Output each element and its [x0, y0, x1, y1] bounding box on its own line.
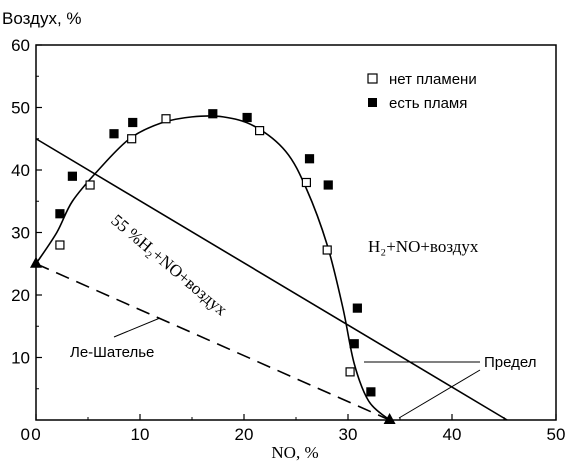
- x-axis-label: NO, %: [271, 443, 318, 462]
- flame-point: [304, 154, 315, 164]
- solid-line: [35, 138, 508, 421]
- triangle-markers: [30, 256, 396, 424]
- no-flame-point: [127, 134, 137, 144]
- ticks: 0 10 20 30 40 50 0 10 20 30 40 50 60: [11, 36, 565, 444]
- legend-filled-square-marker: [368, 98, 377, 107]
- flame-point: [323, 180, 333, 190]
- no-flame-point: [161, 114, 171, 124]
- reference-lines: [35, 138, 508, 421]
- y-tick-label: 10: [11, 349, 30, 368]
- y-axis-label: Воздух, %: [2, 9, 82, 28]
- flame-point: [366, 387, 376, 397]
- y-tick-label-zero: 0: [21, 425, 30, 444]
- flame-point: [349, 339, 359, 349]
- dashed-line: [35, 263, 390, 421]
- y-tick-label: 60: [11, 36, 30, 55]
- no-flame-point: [55, 240, 65, 250]
- x-tick-label: 50: [547, 425, 566, 444]
- no-flame-point: [255, 126, 265, 136]
- flame-point: [352, 303, 362, 313]
- flammability-curve: [35, 115, 391, 421]
- y-tick-label: 20: [11, 286, 30, 305]
- legend-open-square-marker: [367, 73, 378, 84]
- data-points: [55, 109, 376, 397]
- flame-point: [67, 171, 78, 181]
- flame-point: [208, 109, 218, 119]
- legend-label-flame: есть пламя: [389, 95, 467, 112]
- flame-point: [128, 117, 138, 128]
- triangle-marker: [30, 256, 42, 268]
- flame-point: [55, 209, 65, 219]
- triangle-marker: [383, 413, 396, 424]
- x-tick-label: 40: [443, 425, 462, 444]
- no-flame-point: [345, 367, 355, 377]
- y-tick-label: 50: [11, 99, 30, 118]
- limit-label: Предел: [484, 354, 537, 371]
- no-flame-point: [322, 245, 332, 255]
- x-tick-label: 10: [131, 425, 150, 444]
- legend-label-no-flame: нет пламени: [389, 71, 477, 88]
- axes: [35, 44, 557, 421]
- x-tick-label: 0: [31, 425, 40, 444]
- curve-group: [35, 115, 391, 421]
- no-flame-point: [301, 177, 311, 188]
- y-tick-label: 40: [11, 161, 30, 180]
- x-tick-label: 30: [339, 425, 358, 444]
- no-flame-point: [85, 180, 95, 190]
- region-label-h2-no-air: H₂+NO+воздух: [368, 237, 479, 256]
- plot-frame: [35, 44, 557, 421]
- x-tick-label: 20: [235, 425, 254, 444]
- annotations: Воздух, % NO, % нет пламени есть пламя 5…: [2, 9, 537, 462]
- y-tick-label: 30: [11, 224, 30, 243]
- le-chatelier-label: Ле-Шателье: [70, 344, 154, 361]
- le-chatelier-leader: [113, 317, 161, 338]
- flame-point: [109, 129, 119, 139]
- limit-leader-lower: [398, 369, 481, 419]
- flame-point: [242, 112, 252, 123]
